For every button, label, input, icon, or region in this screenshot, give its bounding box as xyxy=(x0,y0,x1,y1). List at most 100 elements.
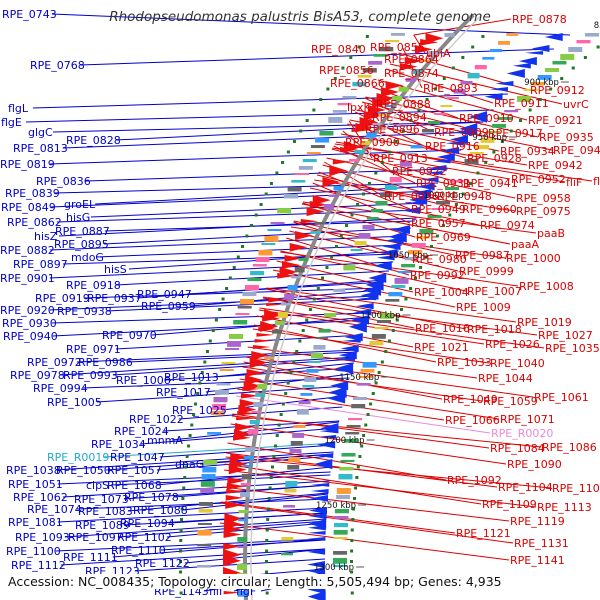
right-gene-label: RPE_0931 xyxy=(416,177,471,190)
tick-dot xyxy=(364,423,368,427)
right-gene-label: RPE_1061 xyxy=(534,391,589,404)
tick-dot xyxy=(361,192,365,196)
right-label-connector xyxy=(252,328,490,364)
cog-box xyxy=(336,495,351,500)
tick-dot xyxy=(308,308,312,311)
cds-arrow-reverse xyxy=(307,525,326,531)
left-gene-label: RPE_R0019 xyxy=(47,451,109,464)
tick-dot xyxy=(185,455,189,458)
right-label-connector xyxy=(231,415,542,448)
cog-box xyxy=(379,47,394,52)
right-gene-label: RPE_0855 xyxy=(370,41,425,54)
tick-dot xyxy=(279,413,283,416)
cog-box xyxy=(296,409,309,415)
tick-dot xyxy=(275,434,279,437)
cog-box xyxy=(391,96,402,101)
cog-box xyxy=(238,519,249,522)
left-gene-label: RPE_0937 xyxy=(87,292,142,305)
left-label-connector xyxy=(56,209,422,223)
cog-box xyxy=(310,145,325,149)
right-gene-label: uvrC xyxy=(563,98,589,111)
cds-arrow-reverse xyxy=(307,567,326,575)
cog-box xyxy=(576,40,591,44)
tick-dot xyxy=(196,392,200,395)
cog-box xyxy=(197,565,212,568)
tick-dot xyxy=(353,497,357,500)
right-gene-label: RPE_1044 xyxy=(478,372,533,385)
cds-arrow-reverse xyxy=(531,45,550,52)
cog-box xyxy=(410,145,423,149)
cog-box xyxy=(343,439,358,443)
left-gene-label: RPE_1013 xyxy=(164,371,219,384)
left-gene-label: RPE_0862 xyxy=(7,216,62,229)
left-label-connector xyxy=(165,367,353,381)
tick-dot xyxy=(286,381,290,385)
tick-dot xyxy=(434,87,438,91)
cog-box xyxy=(249,420,260,425)
tick-dot xyxy=(360,444,364,448)
right-label-connector xyxy=(280,250,467,292)
right-gene-label: RPE_0942 xyxy=(528,159,583,172)
cog-box xyxy=(270,222,285,225)
right-gene-label: RPE_0866 xyxy=(330,77,385,90)
cds-arrow-reverse xyxy=(402,207,421,215)
tick-dot xyxy=(571,66,575,70)
left-label-connector xyxy=(169,512,327,524)
tick-dot xyxy=(349,56,353,59)
right-gene-label: RPE_0958 xyxy=(516,192,571,205)
cds-arrow-reverse xyxy=(379,249,398,257)
cds-arrow-forward xyxy=(359,117,378,128)
right-gene-label: RPE_1121 xyxy=(456,527,511,540)
right-gene-label: RPE_0893 xyxy=(423,82,478,95)
cog-box xyxy=(284,294,295,300)
cog-box xyxy=(351,404,366,409)
cog-box xyxy=(419,229,434,235)
left-gene-label: hisZ xyxy=(34,230,58,243)
cog-box xyxy=(397,271,412,274)
tick-dot xyxy=(481,35,485,38)
cog-box xyxy=(376,320,391,324)
right-label-connector xyxy=(230,423,507,465)
tick-dot xyxy=(430,245,434,248)
cog-box xyxy=(212,404,227,410)
left-gene-label: groEL xyxy=(64,198,96,211)
cog-box xyxy=(338,474,353,480)
cog-box xyxy=(308,361,321,363)
left-gene-label: RPE_1024 xyxy=(114,425,169,438)
cds-arrow-forward xyxy=(235,423,254,432)
left-gene-label: RPE_0978 xyxy=(10,369,65,382)
cog-box xyxy=(323,204,334,210)
cog-box xyxy=(237,546,248,549)
right-gene-label: RPE_0900 xyxy=(345,136,400,149)
cog-box xyxy=(235,313,250,315)
right-gene-label: RPE_1016 xyxy=(415,322,470,335)
cog-box xyxy=(333,565,348,567)
cog-box xyxy=(281,553,294,556)
cds-arrow-reverse xyxy=(405,201,424,206)
cds-arrow-reverse xyxy=(506,69,525,78)
scale-tick-label: 1100 kbp xyxy=(360,311,400,321)
left-gene-label: RPE_1068 xyxy=(107,479,162,492)
tick-dot xyxy=(265,560,268,563)
tick-dot xyxy=(281,402,285,406)
left-gene-label: RPE_0819 xyxy=(0,158,55,171)
left-gene-label: RPE_1122 xyxy=(135,557,190,570)
cog-box xyxy=(354,241,367,246)
cog-box xyxy=(240,483,251,486)
topology-text: Topology: circular xyxy=(158,574,268,589)
cds-arrow-forward xyxy=(242,387,261,391)
cog-box xyxy=(336,488,351,494)
tick-dot xyxy=(509,129,513,133)
tick-dot xyxy=(265,591,269,595)
right-gene-label: fliG xyxy=(593,175,600,188)
scale-tick-label: 850 kbp xyxy=(594,21,600,31)
left-gene-label: glgC xyxy=(28,126,53,139)
tick-dot xyxy=(208,339,212,343)
reverse-inner-cog-track xyxy=(281,33,519,580)
cds-arrow-forward xyxy=(266,303,285,307)
tick-dot xyxy=(413,276,417,280)
cog-box xyxy=(345,432,360,435)
cog-box xyxy=(427,215,442,219)
cds-arrow-reverse xyxy=(307,549,326,555)
tick-dot xyxy=(292,360,296,364)
